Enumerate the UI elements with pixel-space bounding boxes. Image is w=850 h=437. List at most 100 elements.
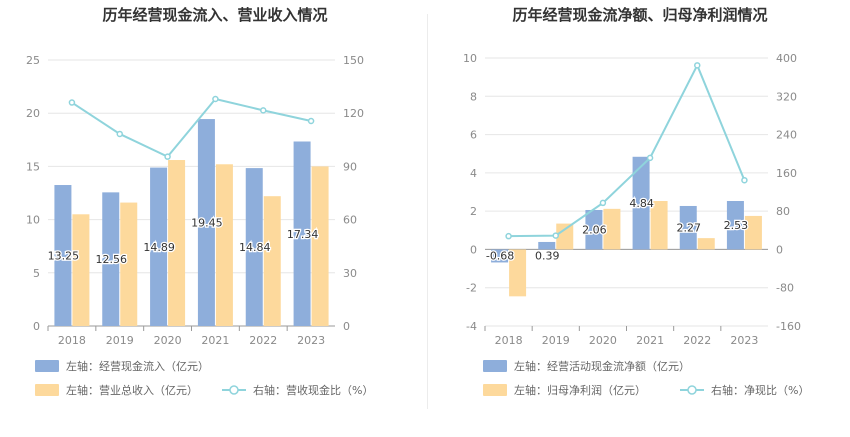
chart2-bar-primary [726, 200, 744, 250]
chart2-x-tick-label: 2019 [542, 334, 570, 347]
chart2-right-tick-label: 400 [776, 52, 797, 65]
chart1-left-tick-label: 5 [33, 267, 40, 280]
chart2-bar-data-label: 2.53 [724, 219, 749, 232]
chart1-bar-secondary [311, 166, 329, 326]
chart2-ratio-point [552, 232, 559, 239]
chart1-right-tick-label: 90 [343, 160, 357, 173]
chart1-right-tick-label: 120 [343, 107, 364, 120]
chart1-x-tick-label: 2019 [106, 334, 134, 347]
chart1-bar-data-label: 14.84 [239, 241, 271, 254]
chart2-bar-secondary [509, 249, 527, 297]
chart1-ratio-point [164, 153, 171, 160]
chart2-right-tick-label: 320 [776, 90, 797, 103]
chart2-bar-primary [679, 205, 697, 250]
chart1-legend-swatch [35, 360, 59, 372]
chart2-bar-primary [491, 249, 509, 263]
chart1-bar-data-label: 12.56 [96, 253, 128, 266]
chart2-bar-secondary [556, 223, 574, 250]
chart1-bar-secondary [215, 164, 233, 326]
chart2-x-tick-label: 2021 [636, 334, 664, 347]
chart1-left-tick-label: 10 [26, 214, 40, 227]
chart1-legend-marker [229, 385, 239, 395]
chart2-ratio-point [646, 154, 654, 162]
chart1-legend-label: 右轴：营收现金比（%） [253, 383, 373, 397]
chart1-bar-data-label: 13.25 [48, 250, 80, 263]
chart2-x-tick-label: 2023 [730, 334, 758, 347]
chart2-title: 历年经营现金流净额、归母净利润情况 [512, 6, 768, 24]
chart1-bar-secondary [120, 202, 138, 326]
chart2-left-tick-label: -4 [466, 320, 477, 333]
chart1-bar-data-label: 17.34 [287, 228, 319, 241]
chart2-left-tick-label: 4 [470, 167, 477, 180]
chart2-right-tick-label: 0 [776, 243, 783, 256]
chart2-left-tick-label: 0 [470, 243, 477, 256]
chart2-bar-primary [585, 209, 603, 250]
chart2-bar-primary [632, 156, 650, 250]
chart1-left-tick-label: 20 [26, 107, 40, 120]
chart1-ratio-point [212, 95, 219, 103]
chart1-left-tick-label: 15 [26, 160, 40, 173]
chart1-x-tick-label: 2018 [58, 334, 86, 347]
chart2-bar-secondary [603, 208, 621, 250]
chart2-bar-primary [538, 241, 556, 250]
chart1-ratio-line [71, 97, 312, 158]
chart2-left-tick-label: 6 [470, 129, 477, 142]
chart2-legend-marker [687, 385, 697, 395]
chart2-x-tick-label: 2020 [589, 334, 617, 347]
chart2-bar-secondary [744, 215, 762, 250]
chart2-left-tick-label: 2 [470, 205, 477, 218]
chart2-bar-secondary [697, 238, 715, 250]
chart1-bar-secondary [263, 196, 281, 326]
chart1-bar-data-label: 14.89 [143, 241, 175, 254]
chart1-legend-label: 左轴：营业总收入（亿元） [66, 383, 198, 397]
chart1-legend-label: 左轴：经营现金流入（亿元） [66, 359, 209, 373]
chart1-title: 历年经营现金流入、营业收入情况 [102, 6, 328, 24]
chart2-left-tick-label: 8 [470, 90, 477, 103]
chart1-ratio-point [260, 107, 267, 114]
chart1-x-tick-label: 2020 [154, 334, 182, 347]
chart2-legend-label: 左轴：归母净利润（亿元） [514, 383, 646, 397]
chart1-right-tick-label: 0 [343, 320, 350, 333]
chart1-right-tick-label: 30 [343, 267, 357, 280]
chart2-bar-data-label: 2.06 [582, 224, 607, 237]
chart2-legend-label: 右轴：净现比（%） [711, 383, 809, 397]
chart2-bar-data-label: 2.27 [677, 222, 702, 235]
chart1-bar-primary [245, 168, 263, 326]
chart1-bar-secondary [72, 214, 90, 326]
chart1-x-tick-label: 2023 [297, 334, 325, 347]
chart2-legend-label: 左轴：经营活动现金流净额（亿元） [514, 359, 690, 373]
chart1-legend-swatch [35, 384, 59, 396]
chart2-ratio-point [741, 176, 748, 184]
chart1-bar-primary [102, 192, 120, 326]
chart1-bar-secondary [168, 160, 186, 326]
chart1-left-tick-label: 0 [33, 320, 40, 333]
chart1-bar-primary [293, 141, 311, 326]
chart2-x-tick-label: 2018 [495, 334, 523, 347]
chart1-ratio-point [116, 130, 123, 138]
chart1-bar-data-label: 19.45 [191, 217, 223, 230]
chart2-right-tick-label: 80 [776, 205, 790, 218]
chart1-ratio-point [307, 117, 315, 125]
chart2-ratio-point [694, 62, 701, 69]
chart1-bar-primary [197, 119, 215, 326]
chart2-right-tick-label: 240 [776, 129, 797, 142]
chart1-left-tick-label: 25 [26, 54, 40, 67]
chart1-bar-primary [54, 185, 72, 326]
chart2-right-tick-label: -160 [776, 320, 801, 333]
chart2-ratio-point [599, 199, 607, 207]
chart2-bar-data-label: -0.68 [486, 249, 514, 262]
chart2-ratio-point [505, 232, 512, 240]
chart2-ratio-line [508, 62, 746, 238]
chart1-x-tick-label: 2021 [201, 334, 229, 347]
chart2-left-tick-label: 10 [463, 52, 477, 65]
chart1-x-tick-label: 2022 [249, 334, 277, 347]
chart2-left-tick-label: -2 [466, 282, 477, 295]
chart2-right-tick-label: -80 [776, 282, 794, 295]
chart1-bar-primary [150, 167, 168, 326]
chart2-bar-data-label: 0.39 [535, 249, 560, 262]
chart2-bar-data-label: 4.84 [629, 197, 654, 210]
chart1-ratio-point [68, 99, 76, 106]
